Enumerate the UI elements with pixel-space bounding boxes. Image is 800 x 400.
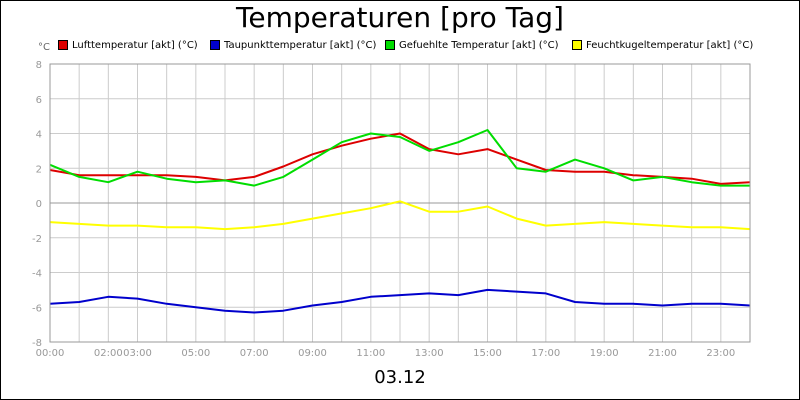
- x-tick-label: 23:00: [706, 348, 735, 359]
- y-axis-unit: °C: [38, 42, 50, 53]
- date-label: 03.12: [374, 367, 426, 388]
- y-tick-label: 4: [36, 130, 42, 141]
- y-tick-label: -4: [32, 269, 42, 280]
- x-tick-label: 13:00: [415, 348, 444, 359]
- y-tick-label: 0: [36, 199, 42, 210]
- x-tick-label: 11:00: [356, 348, 385, 359]
- legend-label: Taupunkttemperatur [akt] (°C): [224, 39, 377, 51]
- x-tick-label: 15:00: [473, 348, 502, 359]
- x-tick-label: 19:00: [590, 348, 619, 359]
- x-tick-label: 02:00: [94, 348, 123, 359]
- y-tick-label: -6: [32, 303, 42, 314]
- plot-border: [49, 63, 751, 343]
- legend-label: Gefuehlte Temperatur [akt] (°C): [399, 39, 559, 51]
- chart-title: Temperaturen [pro Tag]: [236, 1, 564, 34]
- y-tick-label: -8: [32, 338, 42, 349]
- legend-swatch-red: [58, 40, 68, 50]
- x-tick-label: 21:00: [648, 348, 677, 359]
- y-tick-label: -2: [32, 234, 42, 245]
- series-line-0: [49, 132, 751, 185]
- series-line-1: [49, 288, 751, 314]
- x-tick-label: 07:00: [240, 348, 269, 359]
- legend-item-gefuehlte-temperatur: Gefuehlte Temperatur [akt] (°C): [385, 38, 558, 52]
- legend-swatch-blue: [210, 40, 220, 50]
- legend-item-taupunkttemperatur: Taupunkttemperatur [akt] (°C): [210, 38, 376, 52]
- x-tick-label: 03:00: [123, 348, 152, 359]
- x-tick-label: 00:00: [36, 348, 65, 359]
- legend-item-feuchtkugeltemperatur: Feuchtkugeltemperatur [akt] (°C): [572, 38, 753, 52]
- legend-label: Feuchtkugeltemperatur [akt] (°C): [586, 39, 754, 51]
- series-line-3: [49, 200, 751, 231]
- y-tick-label: 8: [36, 60, 42, 71]
- legend-swatch-green: [385, 40, 395, 50]
- y-tick-label: 2: [36, 164, 42, 175]
- x-tick-label: 17:00: [531, 348, 560, 359]
- legend-item-lufttemperatur: Lufttemperatur [akt] (°C): [58, 38, 198, 52]
- series-line-2: [49, 129, 750, 187]
- y-tick-label: 6: [36, 95, 42, 106]
- x-tick-label: 09:00: [298, 348, 327, 359]
- legend-label: Lufttemperatur [akt] (°C): [72, 39, 198, 51]
- legend-swatch-yellow: [572, 40, 582, 50]
- x-tick-label: 05:00: [181, 348, 210, 359]
